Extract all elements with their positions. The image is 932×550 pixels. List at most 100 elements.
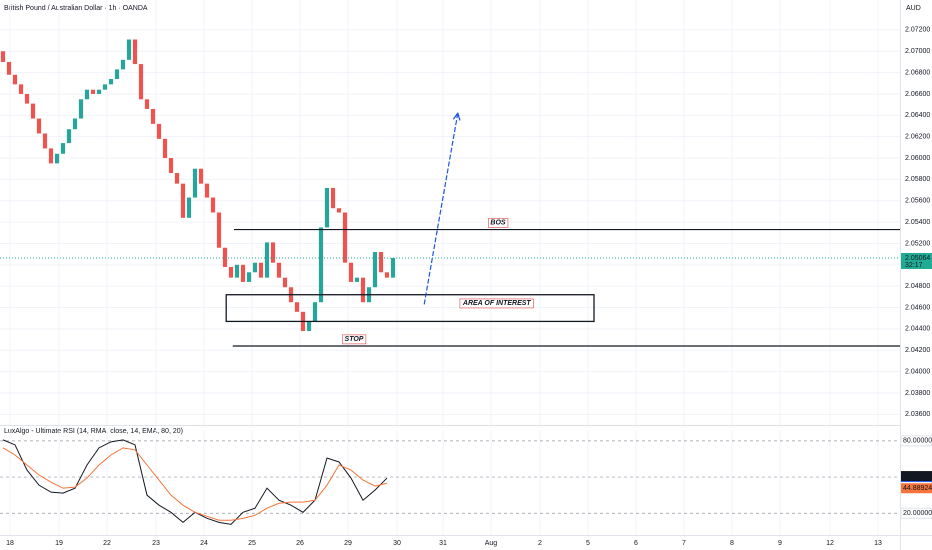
x-tick-label: 5 bbox=[586, 540, 590, 547]
y-tick-label: 2.07200 bbox=[905, 27, 930, 34]
x-tick-label: 18 bbox=[6, 540, 14, 547]
candle-body bbox=[150, 108, 156, 124]
y-tick-label: 2.05600 bbox=[905, 198, 930, 205]
y-tick-label: 2.06600 bbox=[905, 91, 930, 98]
level-label: BOS bbox=[490, 219, 506, 226]
candle-body bbox=[132, 39, 138, 65]
candle-body bbox=[360, 277, 366, 303]
candle-body bbox=[96, 89, 102, 94]
zone-label: AREA OF INTEREST bbox=[462, 300, 532, 307]
level-label: STOP bbox=[345, 336, 364, 343]
candle-body bbox=[354, 277, 360, 282]
candle-body bbox=[144, 99, 150, 109]
candle-body bbox=[192, 168, 198, 198]
y-tick-label: 2.06800 bbox=[905, 69, 930, 76]
last-price-label: 2.05064 bbox=[905, 255, 930, 262]
candle-body bbox=[216, 212, 222, 248]
y-tick-label: 2.04000 bbox=[905, 368, 930, 375]
candle-body bbox=[372, 252, 378, 288]
x-tick-label: 7 bbox=[682, 540, 686, 547]
x-tick-label: Aug bbox=[485, 540, 498, 547]
candle-body bbox=[114, 69, 120, 80]
x-tick-label: 19 bbox=[55, 540, 63, 547]
candle-body bbox=[186, 197, 192, 218]
x-tick-label: 30 bbox=[393, 540, 401, 547]
candle-body bbox=[324, 187, 330, 228]
x-tick-label: 6 bbox=[634, 540, 638, 547]
candle-body bbox=[72, 118, 78, 130]
candle-body bbox=[384, 272, 390, 278]
candle-body bbox=[84, 89, 90, 100]
candle-body bbox=[6, 61, 12, 75]
y-tick-label: 2.05200 bbox=[905, 240, 930, 247]
level-label-box bbox=[488, 218, 509, 228]
x-tick-label: 9 bbox=[778, 540, 782, 547]
candle-body bbox=[270, 242, 276, 263]
candle-body bbox=[342, 212, 348, 263]
candle-body bbox=[54, 153, 60, 164]
candle-body bbox=[102, 84, 108, 90]
candle-body bbox=[204, 183, 210, 198]
candle-body bbox=[198, 168, 204, 184]
rsi-tick-tag bbox=[900, 507, 932, 519]
y-tick-label: 2.05400 bbox=[905, 219, 930, 226]
x-tick-label: 24 bbox=[200, 540, 208, 547]
x-tick-label: 12 bbox=[826, 540, 834, 547]
candle-body bbox=[138, 64, 144, 100]
y-tick-label: 2.03600 bbox=[905, 411, 930, 418]
candle-body bbox=[210, 197, 216, 213]
x-tick-label: 23 bbox=[152, 540, 160, 547]
y-tick-label: 2.04800 bbox=[905, 283, 930, 290]
rsi-tick-label: 20.00000 bbox=[903, 510, 932, 517]
zone-label-box bbox=[459, 298, 534, 309]
chart-title: British Pound / Australian Dollar · 1h ·… bbox=[4, 5, 148, 12]
candle-body bbox=[378, 252, 384, 273]
indicator-title: LuxAlgo - Ultimate RSI (14, RMA, close, … bbox=[4, 428, 183, 435]
candle-body bbox=[258, 262, 264, 278]
candle-body bbox=[222, 247, 228, 267]
candle-body bbox=[252, 262, 258, 273]
y-tick-label: 2.04400 bbox=[905, 326, 930, 333]
candle-body bbox=[294, 302, 300, 312]
level-label-box bbox=[342, 334, 367, 345]
candle-body bbox=[228, 266, 234, 278]
candle-body bbox=[48, 148, 54, 164]
candle-body bbox=[30, 103, 36, 119]
candle-body bbox=[246, 272, 252, 282]
candle-body bbox=[240, 264, 246, 282]
y-tick-label: 2.04200 bbox=[905, 347, 930, 354]
countdown: 32:17 bbox=[905, 262, 923, 269]
candle-body bbox=[126, 39, 132, 60]
candle-body bbox=[156, 123, 162, 139]
candle-body bbox=[336, 208, 342, 213]
candle-body bbox=[234, 264, 240, 278]
x-tick-label: 2 bbox=[538, 540, 542, 547]
rsi-value-tag bbox=[901, 471, 932, 482]
last-price-tag bbox=[901, 252, 932, 269]
y-tick-label: 2.05800 bbox=[905, 176, 930, 183]
candle-body bbox=[66, 129, 72, 144]
candle-body bbox=[78, 99, 84, 119]
candle-body bbox=[318, 227, 324, 303]
y-tick-label: 2.06000 bbox=[905, 155, 930, 162]
x-tick-label: 13 bbox=[874, 540, 882, 547]
candle-body bbox=[60, 143, 66, 154]
zone-box bbox=[225, 294, 595, 323]
candle-body bbox=[312, 302, 318, 322]
candle-body bbox=[330, 187, 336, 209]
x-tick-label: 29 bbox=[344, 540, 352, 547]
x-tick-label: 22 bbox=[103, 540, 111, 547]
x-tick-label: 26 bbox=[296, 540, 304, 547]
y-tick-label: 2.06400 bbox=[905, 112, 930, 119]
candle-body bbox=[12, 74, 18, 85]
candle-body bbox=[24, 93, 30, 104]
currency-label: AUD bbox=[906, 5, 921, 12]
x-tick-label: 8 bbox=[730, 540, 734, 547]
arrow bbox=[423, 113, 458, 305]
rsi-tick-tag bbox=[900, 435, 932, 447]
x-tick-label: 31 bbox=[439, 540, 447, 547]
candle-body bbox=[0, 51, 6, 62]
